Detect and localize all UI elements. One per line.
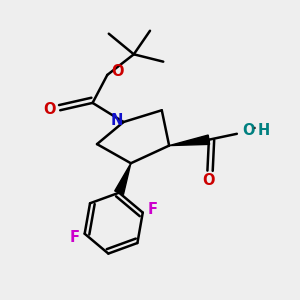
Text: O: O: [111, 64, 123, 80]
Polygon shape: [169, 135, 210, 146]
Text: O: O: [43, 102, 55, 117]
Text: O: O: [202, 173, 215, 188]
Text: N: N: [111, 113, 123, 128]
Text: F: F: [148, 202, 158, 217]
Text: H: H: [258, 123, 270, 138]
Text: F: F: [70, 230, 80, 245]
Text: O: O: [242, 123, 255, 138]
Polygon shape: [115, 163, 131, 194]
Text: ·: ·: [251, 120, 257, 138]
